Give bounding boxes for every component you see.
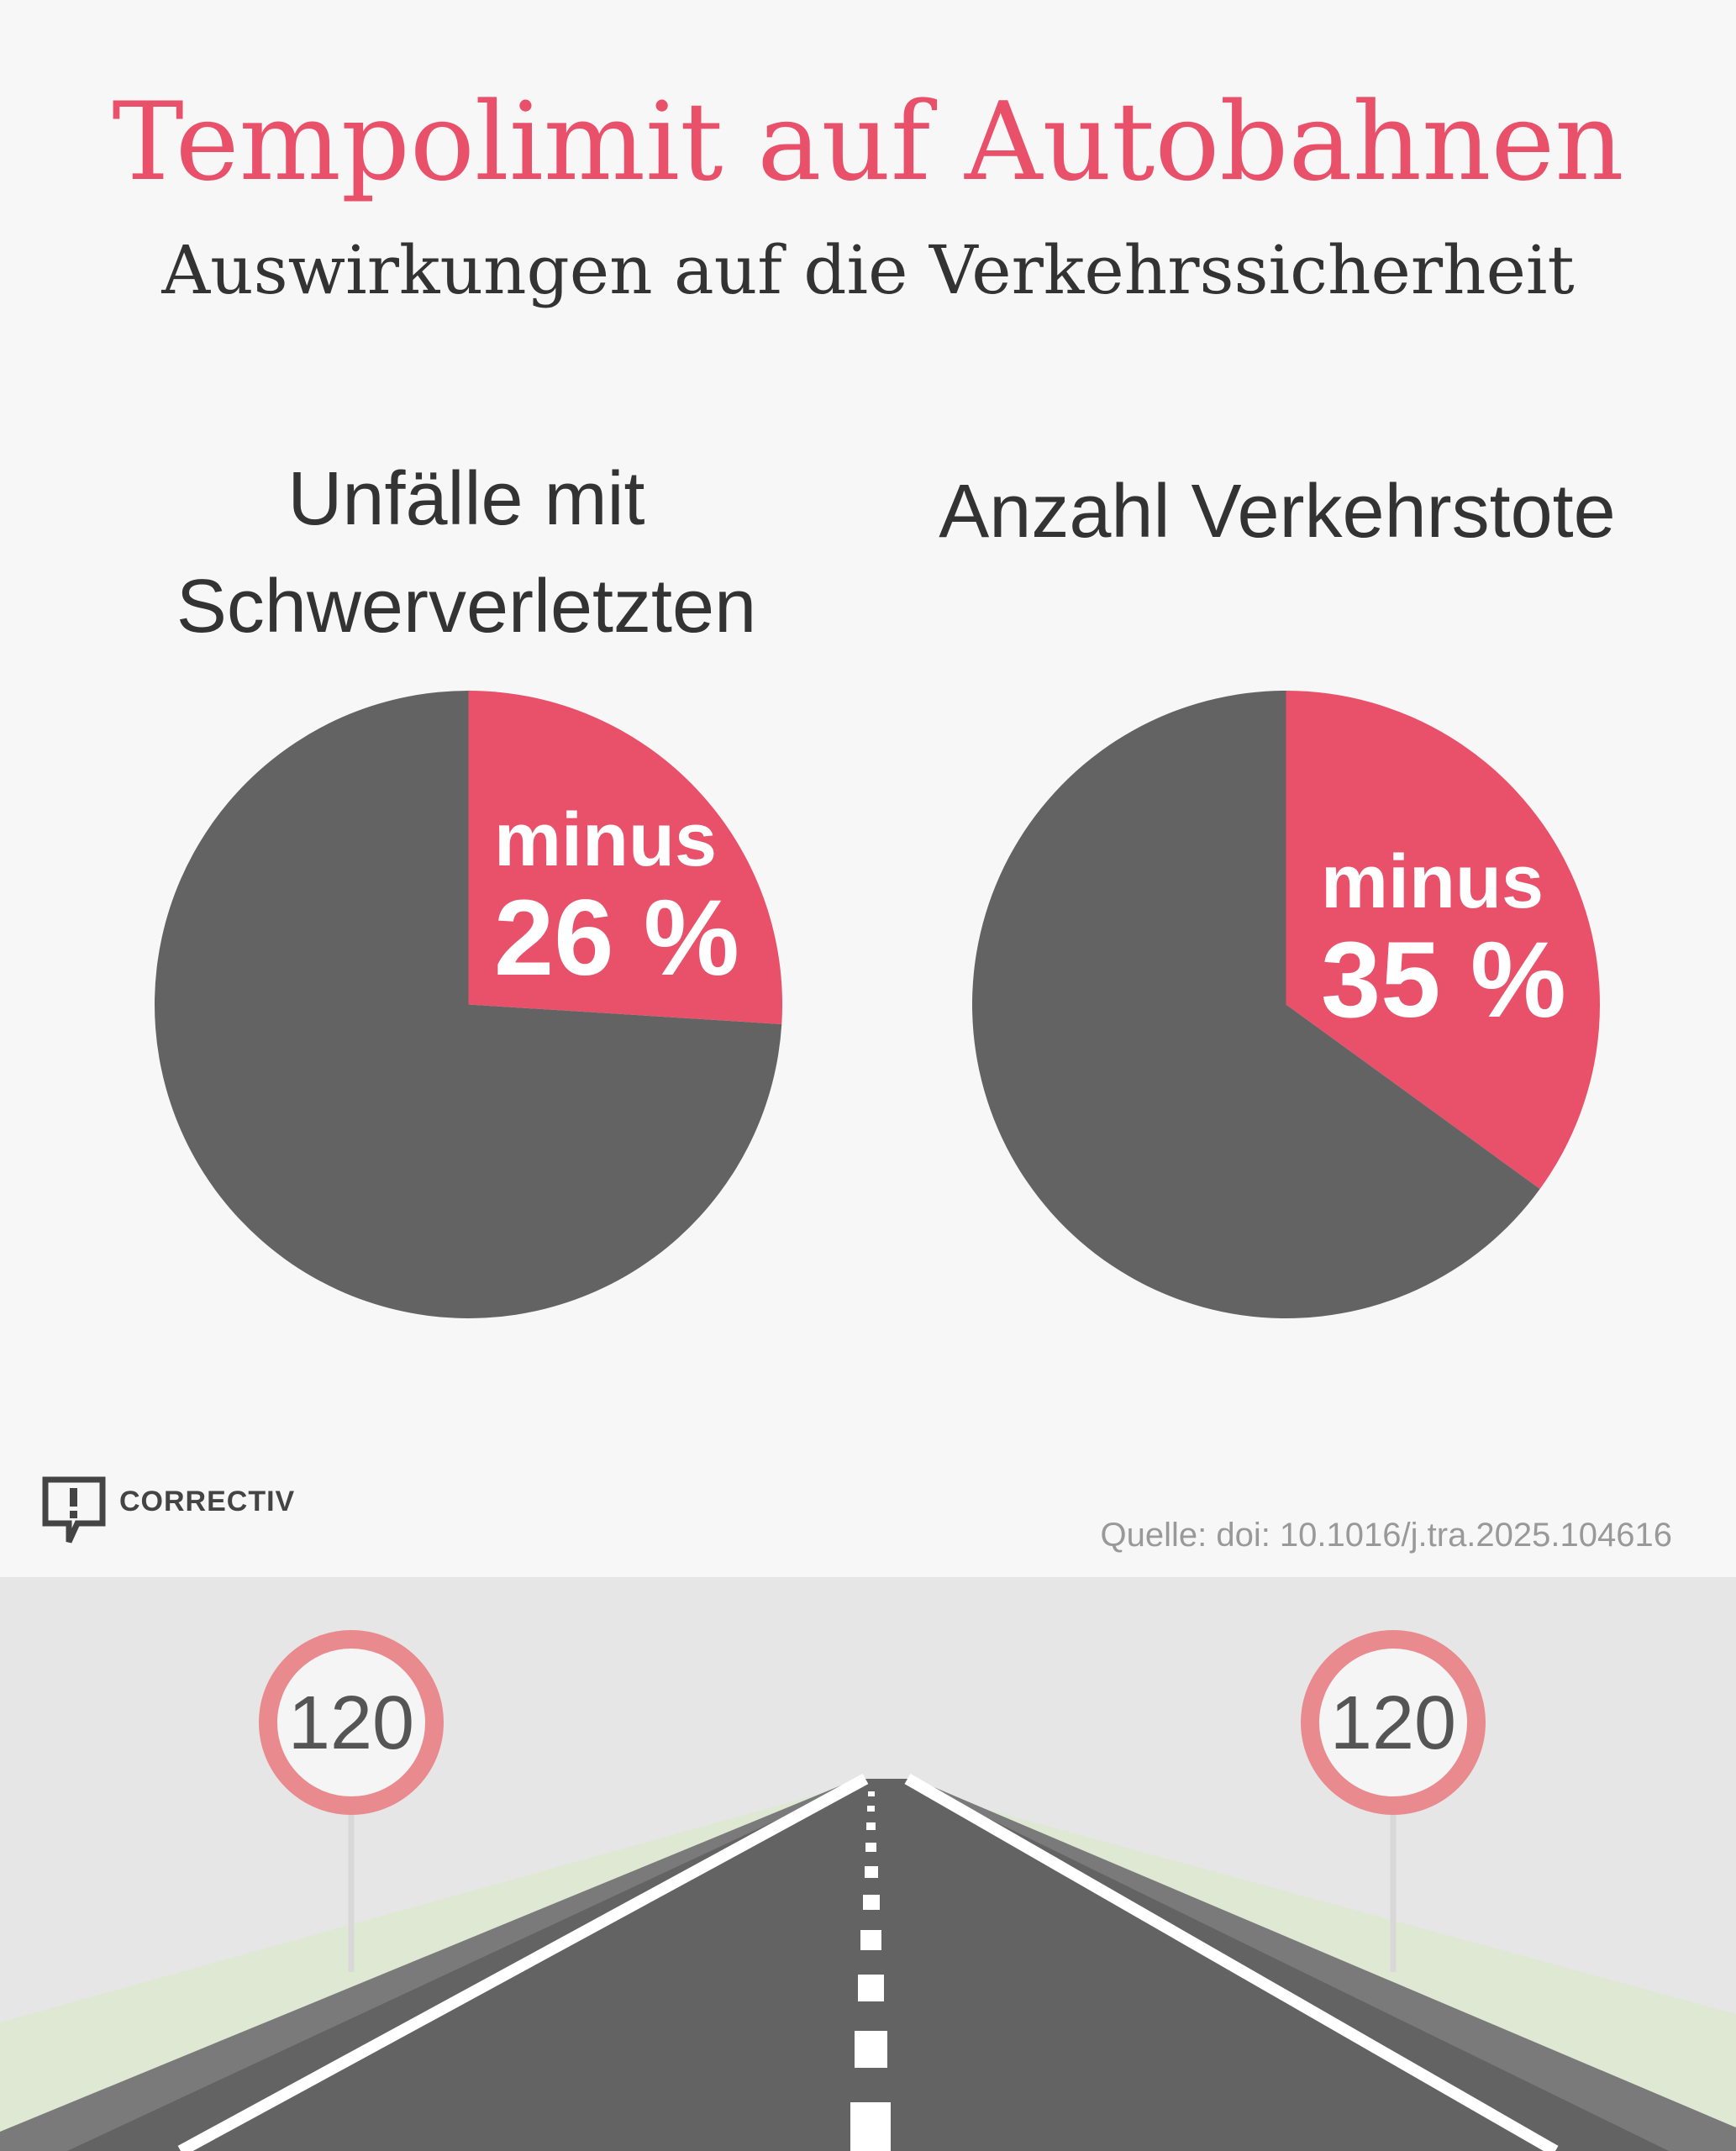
speed-limit-sign-icon xyxy=(259,1630,444,1815)
chart-title-serious-injuries: Unfälle mit Schwerverletzten xyxy=(176,457,757,649)
pie-label-minus: minus xyxy=(1321,840,1544,924)
speech-bubble-exclamation-icon xyxy=(42,1476,106,1544)
right-edge-line xyxy=(904,1773,1559,2151)
speed-limit-sign-icon xyxy=(1301,1630,1486,1815)
pie-slice-remainder xyxy=(155,691,782,1318)
pie-slice-remainder xyxy=(971,691,1540,1318)
center-dashes xyxy=(850,1791,891,2151)
pie-label-road-deaths: minus 35 % xyxy=(1321,844,1566,1034)
chart-title-road-deaths: Anzahl Verkehrstote xyxy=(939,470,1616,554)
pie-label-value: 26 % xyxy=(494,878,739,998)
pie-chart-road-deaths xyxy=(971,691,1600,1318)
sign-number: 120 xyxy=(288,1681,414,1765)
left-edge-line xyxy=(177,1773,869,2151)
logo-text: CORRECTIV xyxy=(119,1486,296,1517)
pie-label-serious-injuries: minus 26 % xyxy=(494,802,739,992)
source-note: Quelle: doi: 10.1016/j.tra.2025.104616 xyxy=(1100,1517,1672,1554)
pie-chart-serious-injuries xyxy=(155,691,782,1318)
correctiv-logo: CORRECTIV xyxy=(40,1475,295,1550)
sign-number: 120 xyxy=(1330,1681,1456,1765)
speed-sign-right: 120 xyxy=(1301,1630,1486,1972)
page-subtitle: Auswirkungen auf die Verkehrssicherheit xyxy=(161,231,1575,309)
road-surface xyxy=(67,1779,1669,2151)
pie-slice-reduction xyxy=(468,691,782,1024)
speed-sign-left: 120 xyxy=(259,1630,444,1972)
road-illustration: 120 120 xyxy=(0,1577,1736,2151)
pie-label-value: 35 % xyxy=(1321,920,1566,1040)
pie-label-minus: minus xyxy=(494,798,718,882)
page-title: Tempolimit auf Autobahnen xyxy=(112,80,1624,205)
pie-slice-reduction xyxy=(1286,691,1600,1190)
